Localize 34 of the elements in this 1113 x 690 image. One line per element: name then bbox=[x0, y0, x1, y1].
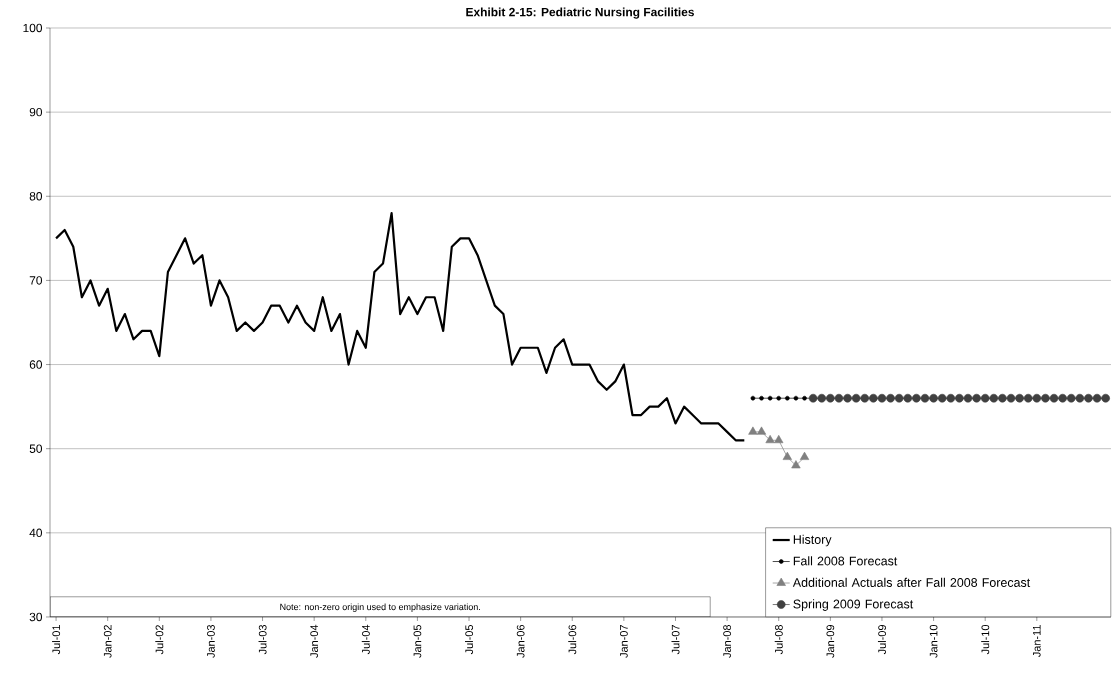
x-tick-label: Jan-04 bbox=[310, 624, 319, 658]
x-tick-label: Jul-06 bbox=[568, 625, 577, 655]
legend-label: Fall 2008 Forecast bbox=[793, 556, 898, 566]
y-tick-label: 80 bbox=[29, 192, 43, 201]
y-tick-label: 100 bbox=[23, 23, 43, 33]
x-tick-label: Jan-09 bbox=[826, 625, 835, 658]
y-tick-label: 40 bbox=[29, 528, 43, 538]
x-tick-label: Jul-01 bbox=[52, 625, 61, 655]
chart-title: Exhibit 2-15: Pediatric Nursing Facilities bbox=[466, 7, 694, 19]
y-tick-label: 50 bbox=[29, 444, 43, 453]
x-tick-label: Jul-03 bbox=[258, 625, 267, 655]
y-tick-label: 70 bbox=[29, 276, 43, 285]
x-tick-label: Jul-09 bbox=[877, 625, 886, 655]
x-tick-label: Jan-08 bbox=[723, 625, 731, 658]
y-tick-label: 60 bbox=[29, 360, 43, 369]
x-tick-label: Jul-07 bbox=[671, 625, 680, 655]
x-tick-label: Jan-03 bbox=[207, 625, 215, 658]
x-tick-label: Jul-08 bbox=[774, 625, 783, 655]
x-tick-label: Jul-02 bbox=[155, 625, 164, 655]
x-tick-label: Jul-10 bbox=[981, 624, 990, 655]
legend-label: Spring 2009 Forecast bbox=[793, 599, 914, 611]
x-tick-label: Jan-07 bbox=[620, 625, 628, 658]
x-tick-label: Jul-05 bbox=[465, 624, 474, 655]
x-tick-label: Jan-05 bbox=[413, 624, 422, 658]
x-tick-label: Jan-11 bbox=[1033, 625, 1041, 658]
x-tick-label: Jan-06 bbox=[516, 625, 525, 658]
x-tick-label: Jan-02 bbox=[103, 625, 112, 658]
y-tick-label: 30 bbox=[29, 612, 43, 622]
x-tick-label: Jan-10 bbox=[929, 624, 938, 658]
annotation: Note: non-zero origin used to emphasize variation. bbox=[280, 603, 480, 612]
y-tick-label: 90 bbox=[29, 107, 43, 117]
legend-label: Additional Actuals after Fall 2008 Forecast bbox=[792, 577, 1031, 587]
legend-label: History bbox=[793, 534, 832, 547]
x-tick-label: Jul-04 bbox=[361, 624, 370, 655]
